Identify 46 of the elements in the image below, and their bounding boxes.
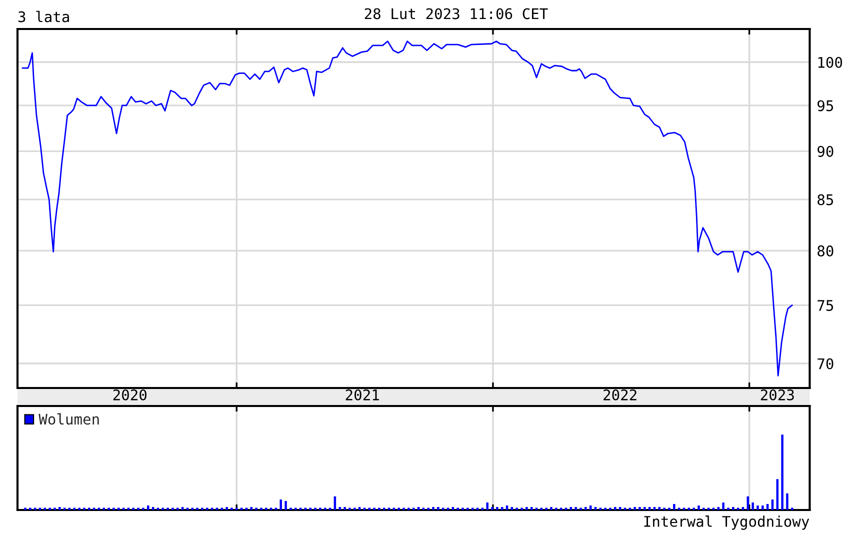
bar (280, 499, 282, 510)
bar (698, 505, 700, 510)
y-tick-label: 95 (818, 100, 834, 112)
bar (574, 506, 577, 510)
bar (722, 502, 724, 510)
x-tick-label: 2020 (113, 389, 146, 400)
bar (644, 506, 646, 510)
bar (638, 506, 641, 510)
bar (58, 506, 61, 510)
bar (732, 506, 734, 510)
bar (486, 502, 488, 510)
bar (584, 506, 587, 510)
bar (614, 506, 616, 510)
chart-title: 3 lata (18, 10, 69, 22)
line-series (22, 40, 793, 376)
bar (786, 493, 788, 510)
y-tick-label: 80 (818, 245, 834, 256)
bar (344, 506, 346, 510)
x-tick-label: 2021 (346, 389, 379, 400)
bar (673, 504, 676, 510)
x-tick-label: 2022 (604, 389, 636, 400)
y-tick-label: 70 (818, 358, 834, 370)
bar (634, 506, 636, 510)
y-tick-label: 100 (818, 56, 842, 68)
bar (781, 434, 784, 510)
bar (491, 506, 494, 510)
y-tick-label: 90 (818, 146, 834, 157)
y-tick-label: 85 (818, 194, 834, 206)
bar (338, 506, 341, 510)
legend-label: Wolumen (38, 413, 99, 425)
bar (437, 506, 440, 510)
bar (550, 506, 552, 510)
bar (752, 502, 754, 510)
x-tick-label: 2023 (760, 389, 794, 400)
bar (762, 505, 764, 510)
text: Interwal Tygodniowy (644, 516, 810, 530)
chart-subtitle: 28 Lut 2023 11:06 CET (364, 8, 548, 20)
bar (147, 505, 150, 510)
bar (284, 500, 287, 510)
bar (250, 506, 252, 510)
bar (226, 506, 228, 510)
bar (526, 506, 528, 510)
y-tick-label: 75 (818, 300, 834, 311)
bar (756, 505, 759, 510)
bar (496, 506, 498, 510)
bar (432, 506, 434, 510)
